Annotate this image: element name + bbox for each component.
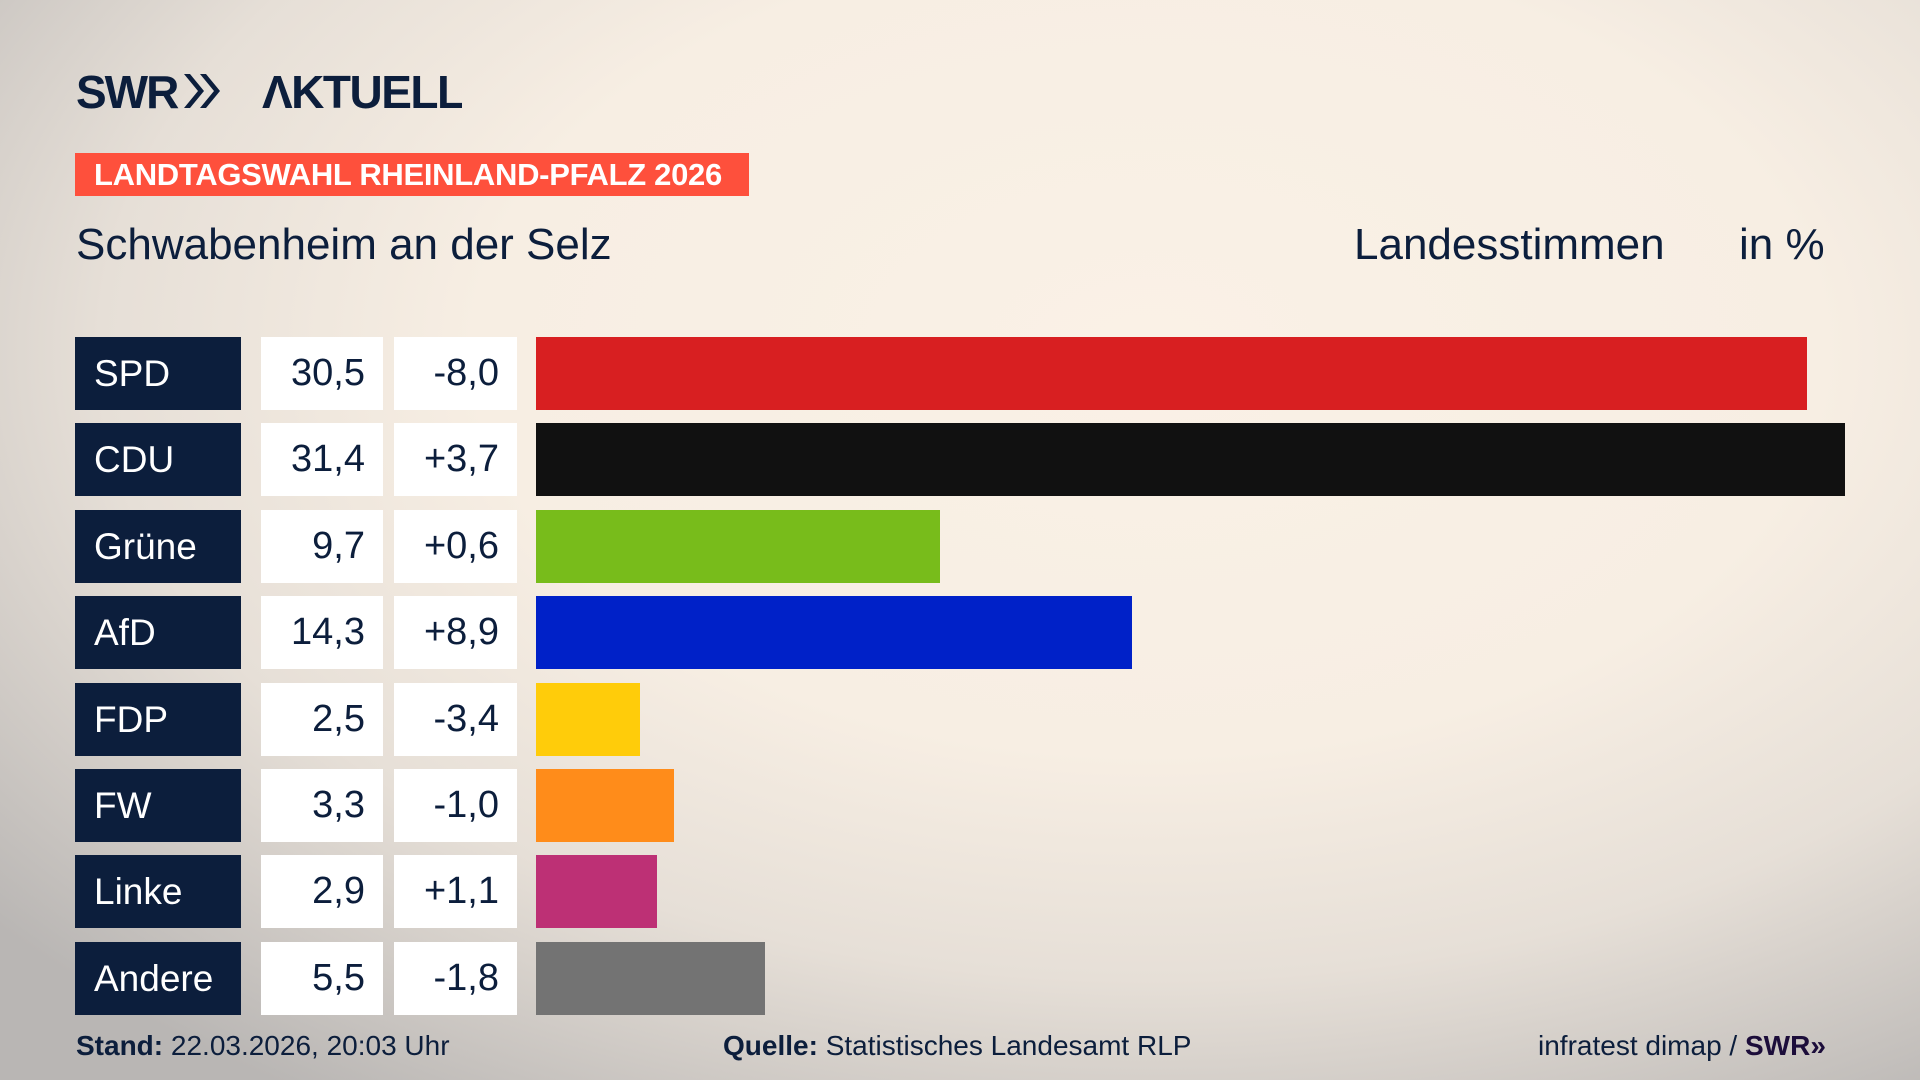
change-label: +0,6 [394,509,517,583]
stand-label: Stand: [76,1030,164,1061]
bar-fw [536,769,674,842]
credit-text: infratest dimap / [1538,1030,1738,1061]
source-label: Quelle: [723,1030,818,1061]
party-label: FW [75,769,241,842]
change-label: -1,0 [394,769,517,842]
bar-spd [536,337,1808,410]
bar-andere [536,941,766,1015]
credit-swr-logo: SWR [1744,1030,1811,1061]
aktuell-wordmark: ΛKTUELL [262,68,462,114]
bar-cdu [536,423,1845,497]
stand-info: Stand: 22.03.2026, 20:03 Uhr [76,1030,450,1062]
source-value: Statistisches Landesamt RLP [825,1030,1192,1061]
value-label: 14,3 [261,596,383,670]
value-label: 3,3 [261,769,383,842]
bar-grüne [536,509,941,583]
swr-aktuell-logo: SWR ΛKTUELL [76,68,462,114]
value-label: 30,5 [261,337,383,410]
place-title: Schwabenheim an der Selz [76,220,612,269]
svg-text:ΛKTUELL: ΛKTUELL [262,68,462,114]
party-label: AfD [75,596,241,670]
party-label: CDU [75,423,241,497]
swr-logo-icon: SWR [76,68,220,114]
credit-info: infratest dimap / SWR» [1538,1030,1826,1062]
change-label: -3,4 [394,682,517,756]
party-label: Linke [75,855,241,929]
value-label: 31,4 [261,423,383,497]
party-label: Andere [75,941,241,1015]
change-label: +8,9 [394,596,517,670]
stand-value: 22.03.2026, 20:03 Uhr [170,1030,450,1061]
party-label: Grüne [75,509,241,583]
election-banner: LANDTAGSWAHL RHEINLAND-PFALZ 2026 [75,153,749,196]
change-label: +1,1 [394,855,517,929]
unit-label: in % [1739,220,1825,269]
source-info: Quelle: Statistisches Landesamt RLP [723,1030,1191,1062]
value-label: 9,7 [261,509,383,583]
party-label: SPD [75,337,241,410]
party-label: FDP [75,682,241,756]
change-label: -1,8 [394,941,517,1015]
bar-fdp [536,682,641,756]
svg-text:SWR: SWR [76,68,179,114]
bar-linke [536,855,657,929]
bar-afd [536,596,1133,670]
vote-type-label: Landesstimmen [1354,220,1665,269]
chevrons-icon: » [1810,1030,1826,1061]
change-label: -8,0 [394,337,517,410]
value-label: 2,9 [261,855,383,929]
value-label: 2,5 [261,682,383,756]
change-label: +3,7 [394,423,517,497]
value-label: 5,5 [261,941,383,1015]
